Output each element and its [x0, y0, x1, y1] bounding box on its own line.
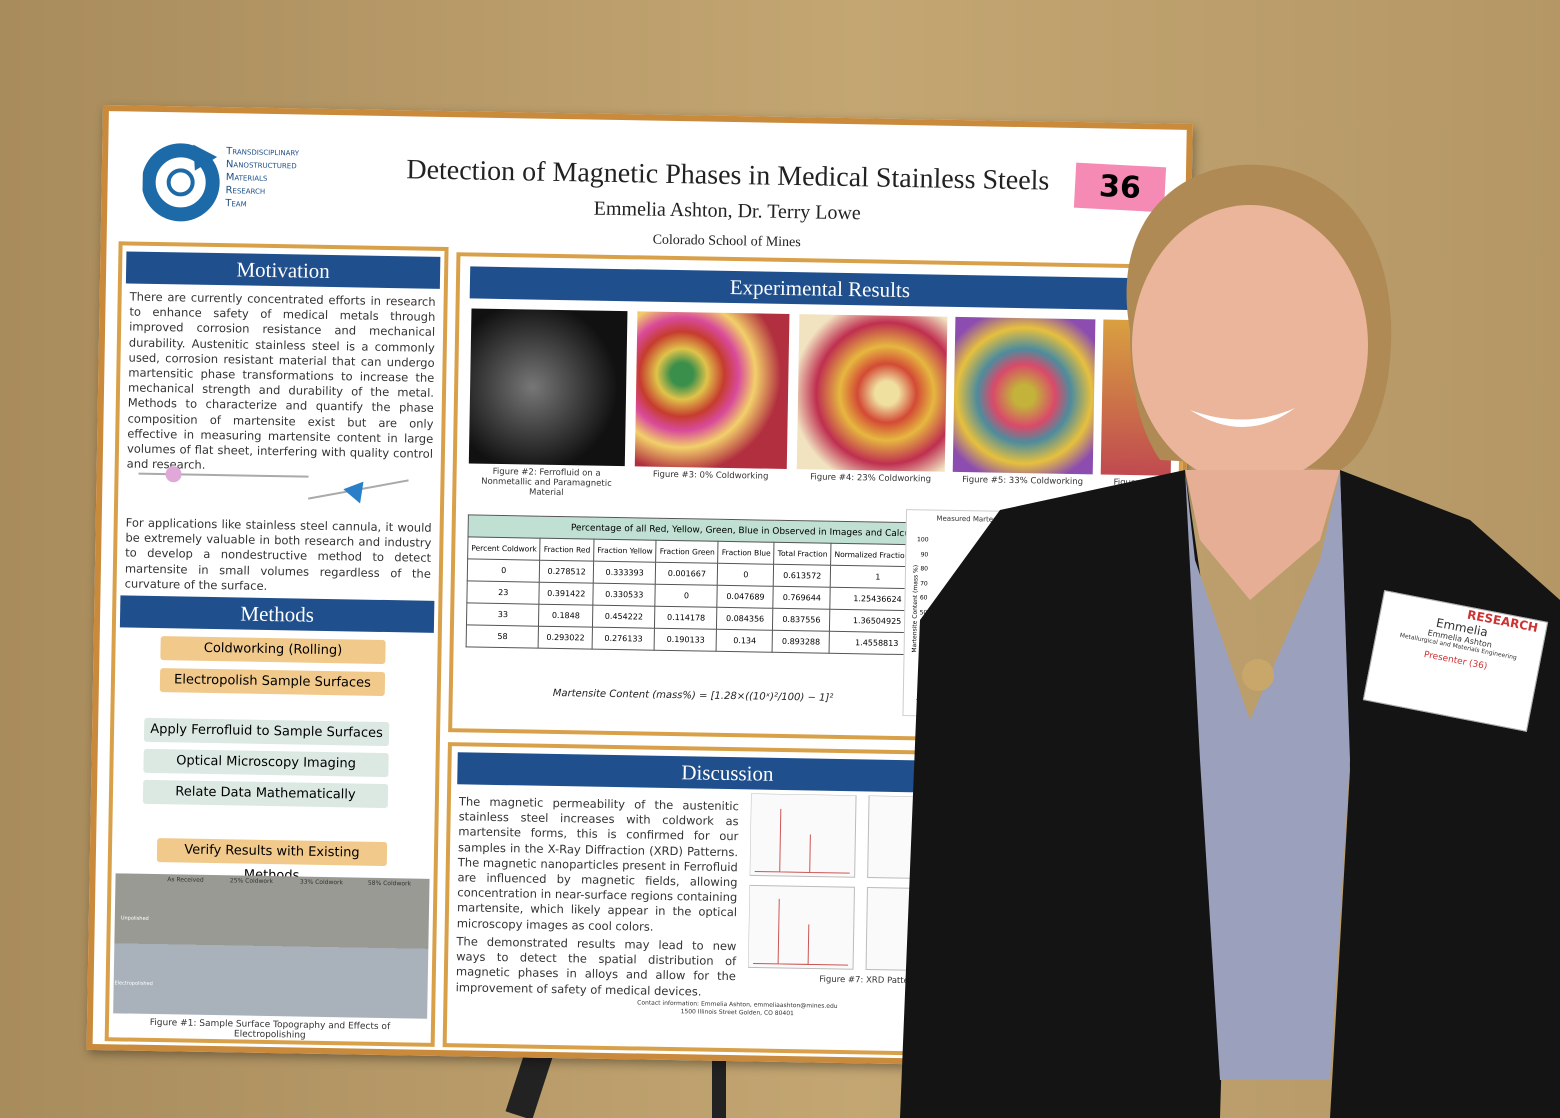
logo-icon [141, 143, 220, 222]
left-panel: Motivation There are currently concentra… [104, 241, 449, 1047]
cannula-image [138, 466, 409, 504]
